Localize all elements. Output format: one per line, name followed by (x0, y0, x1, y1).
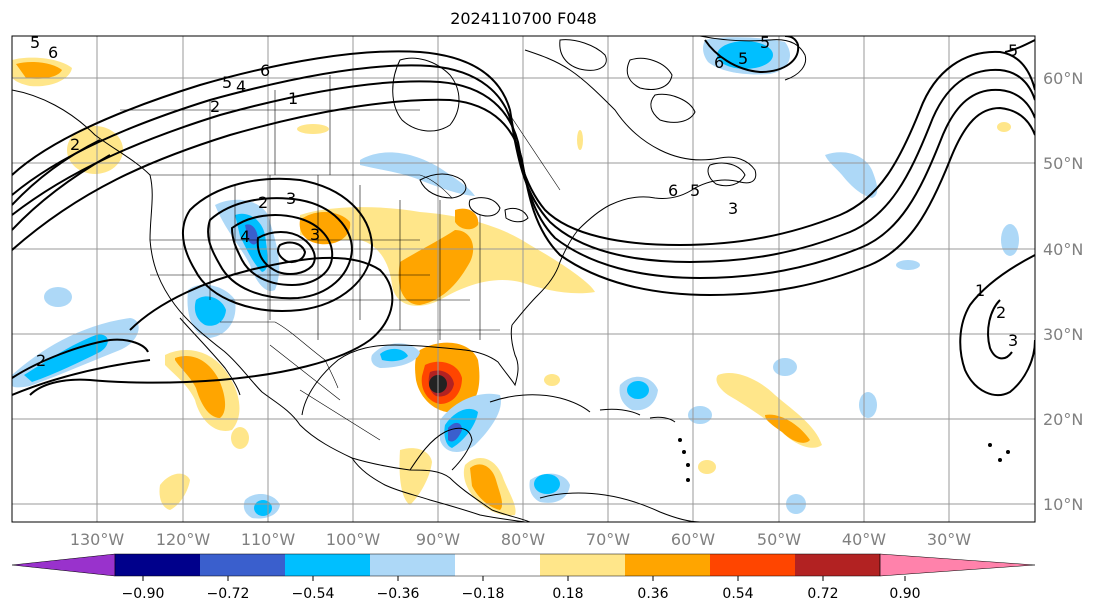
latitude-label: 10°N (1043, 495, 1083, 514)
contour-label: 3 (1008, 331, 1018, 350)
contour-label-group: 5 6 5 4 6 2 1 2 3 2 3 4 5 6 5 3 1 2 3 2 (30, 33, 1018, 370)
contour-label: 5 (1008, 41, 1018, 60)
map-frame (11, 35, 1036, 523)
colorbar-segment (710, 554, 795, 576)
contour-label: 2 (70, 135, 80, 154)
longitude-label: 120°W (156, 530, 211, 549)
colorbar-segment (795, 554, 880, 576)
contour-label: 6 (260, 61, 270, 80)
contour-label: 6 (668, 181, 678, 200)
colorbar-arrow-left (11, 553, 116, 577)
latitude-label: 20°N (1043, 410, 1083, 429)
colorbar: −0.90 −0.72 −0.54 −0.36 −0.18 0.18 0.36 … (11, 553, 1036, 602)
longitude-label: 70°W (586, 530, 630, 549)
colorbar-tick-label: −0.54 (292, 586, 335, 602)
longitude-label: 60°W (671, 530, 715, 549)
longitude-label: 40°W (842, 530, 886, 549)
contour-lines (12, 36, 1035, 397)
longitude-label: 100°W (326, 530, 381, 549)
colorbar-ticks (142, 576, 906, 581)
longitude-label: 110°W (241, 530, 296, 549)
colorbar-tick-label: −0.72 (207, 586, 250, 602)
contour-label: 2 (36, 351, 46, 370)
longitude-label: 50°W (757, 530, 801, 549)
colorbar-tick-label: 0.18 (552, 586, 583, 602)
map-title: 2024110700 F048 (450, 9, 597, 28)
contour-label: 5 (738, 49, 748, 68)
contour-label: 2 (996, 303, 1006, 322)
colorbar-tick-label: 0.54 (722, 586, 753, 602)
latitude-label: 30°N (1043, 325, 1083, 344)
latitude-axis: 60°N 50°N 40°N 30°N 20°N 10°N (1043, 69, 1083, 514)
colorbar-tick-label: −0.18 (462, 586, 505, 602)
contour-label: 2 (258, 193, 268, 212)
longitude-axis: 130°W 120°W 110°W 100°W 90°W 80°W 70°W 6… (70, 530, 971, 549)
contour-label: 5 (222, 73, 232, 92)
longitude-label: 130°W (70, 530, 125, 549)
contour-label: 3 (728, 199, 738, 218)
contour-label: 5 (760, 33, 770, 52)
colorbar-segment (200, 554, 285, 576)
latitude-label: 40°N (1043, 240, 1083, 259)
contour-label: 4 (240, 227, 250, 246)
colorbar-tick-label: −0.36 (377, 586, 420, 602)
contour-label: 5 (30, 33, 40, 52)
contour-label: 1 (975, 281, 985, 300)
longitude-label: 80°W (501, 530, 545, 549)
coastlines (12, 36, 1010, 522)
contour-label: 6 (714, 53, 724, 72)
contour-label: 3 (310, 225, 320, 244)
latitude-label: 60°N (1043, 69, 1083, 88)
colorbar-segment (625, 554, 710, 576)
map-panel: 5 6 5 4 6 2 1 2 3 2 3 4 5 6 5 3 1 2 3 2 (11, 33, 1036, 523)
colorbar-segment (540, 554, 625, 576)
contour-label: 3 (286, 189, 296, 208)
contour-label: 6 (48, 43, 58, 62)
colorbar-frame (114, 553, 881, 577)
contour-label: 1 (288, 89, 298, 108)
colorbar-tick-label: −0.90 (122, 586, 165, 602)
colorbar-segment (285, 554, 370, 576)
colorbar-segment (115, 554, 200, 576)
colorbar-segment (370, 554, 455, 576)
longitude-label: 90°W (416, 530, 460, 549)
contour-label: 2 (210, 97, 220, 116)
contour-label: 4 (236, 77, 246, 96)
longitude-label: 30°W (927, 530, 971, 549)
contour-label: 5 (690, 181, 700, 200)
colorbar-tick-label: 0.36 (637, 586, 668, 602)
colorbar-arrow-right (879, 553, 1036, 577)
colorbar-tick-label: 0.90 (889, 586, 920, 602)
latitude-label: 50°N (1043, 154, 1083, 173)
colorbar-tick-label: 0.72 (807, 586, 838, 602)
colorbar-segment (455, 554, 540, 576)
